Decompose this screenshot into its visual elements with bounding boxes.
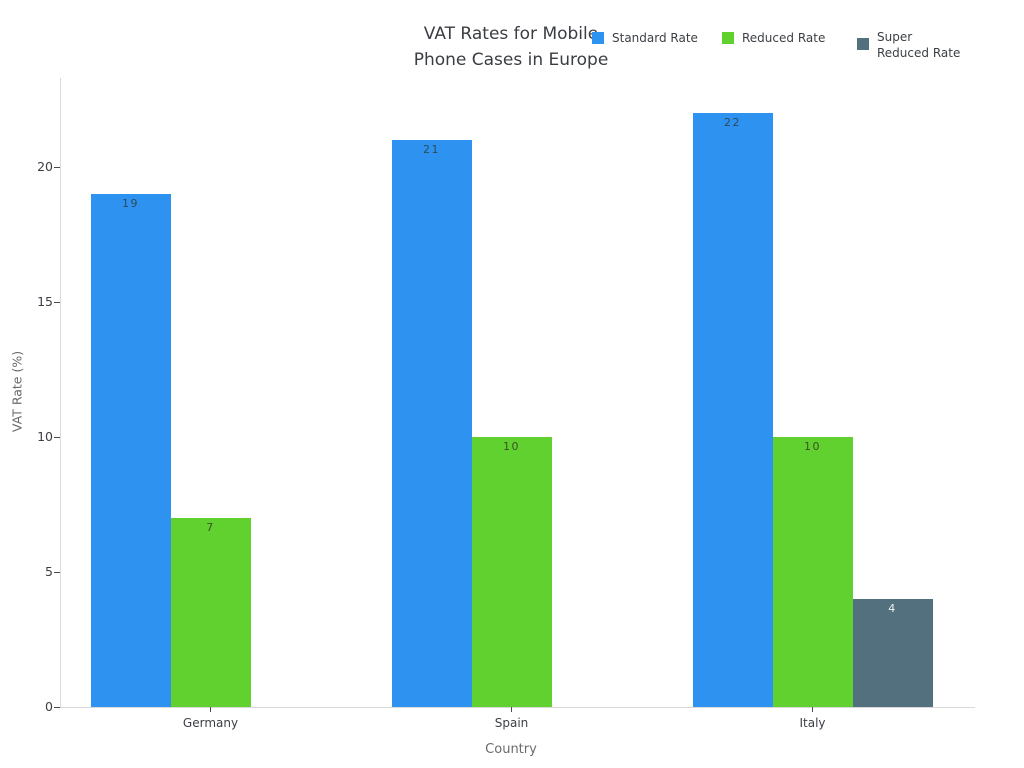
chart-title-line-2: Phone Cases in Europe — [413, 50, 609, 70]
bar-value-label: 19 — [122, 197, 139, 211]
y-tick-mark — [54, 707, 60, 708]
x-tick-mark — [210, 707, 211, 712]
bar-value-label: 4 — [888, 602, 897, 616]
y-tick-mark — [54, 167, 60, 169]
y-tick-mark — [54, 302, 60, 304]
x-tick-mark — [812, 707, 813, 712]
bar-value-label: 21 — [423, 143, 440, 157]
bar-spain-reduced-rate[interactable]: 10 — [471, 437, 552, 707]
chart-title-line-1: VAT Rates for Mobile — [423, 24, 599, 44]
legend-label-standard-rate: Standard Rate — [612, 31, 698, 45]
y-tick-mark — [54, 572, 60, 574]
bar-value-label: 22 — [724, 116, 741, 130]
y-axis-line — [60, 78, 61, 707]
x-tick-label: Italy — [799, 716, 826, 730]
x-tick-label: Spain — [494, 716, 529, 730]
bar-italy-super-reduced-rate[interactable]: 4 — [852, 599, 933, 707]
y-tick-label: 20 — [37, 159, 53, 175]
bar-germany-standard-rate[interactable]: 19 — [90, 194, 171, 707]
legend-label-reduced-rate: Reduced Rate — [742, 31, 826, 45]
legend-item-super-reduced-rate[interactable]: Super Reduced Rate — [857, 29, 960, 61]
x-tick-label: Germany — [182, 716, 239, 730]
bar-value-label: 10 — [804, 440, 821, 454]
y-tick-label: 0 — [45, 699, 53, 714]
bar-germany-reduced-rate[interactable]: 7 — [170, 518, 251, 707]
legend-item-reduced-rate[interactable]: Reduced Rate — [722, 30, 825, 46]
y-tick-label: 5 — [45, 564, 53, 580]
y-tick-mark — [54, 437, 60, 439]
super-reduced-rate-swatch-icon — [857, 38, 869, 50]
bar-spain-standard-rate[interactable]: 21 — [391, 140, 472, 707]
bar-value-label: 10 — [503, 440, 520, 454]
bar-value-label: 7 — [206, 521, 215, 535]
legend-label-super-reduced-rate: Super Reduced Rate — [877, 30, 961, 60]
standard-rate-swatch-icon — [592, 32, 604, 44]
y-tick-label: 10 — [37, 429, 53, 445]
x-axis-title: Country — [485, 742, 537, 757]
chart-title: VAT Rates for Mobile Phone Cases in Euro… — [261, 21, 761, 73]
x-axis-line — [60, 707, 975, 708]
bar-italy-reduced-rate[interactable]: 10 — [772, 437, 853, 707]
legend-item-standard-rate[interactable]: Standard Rate — [592, 30, 698, 46]
y-tick-label: 15 — [37, 294, 53, 310]
bar-italy-standard-rate[interactable]: 22 — [692, 113, 773, 707]
reduced-rate-swatch-icon — [722, 32, 734, 44]
x-tick-mark — [511, 707, 512, 712]
